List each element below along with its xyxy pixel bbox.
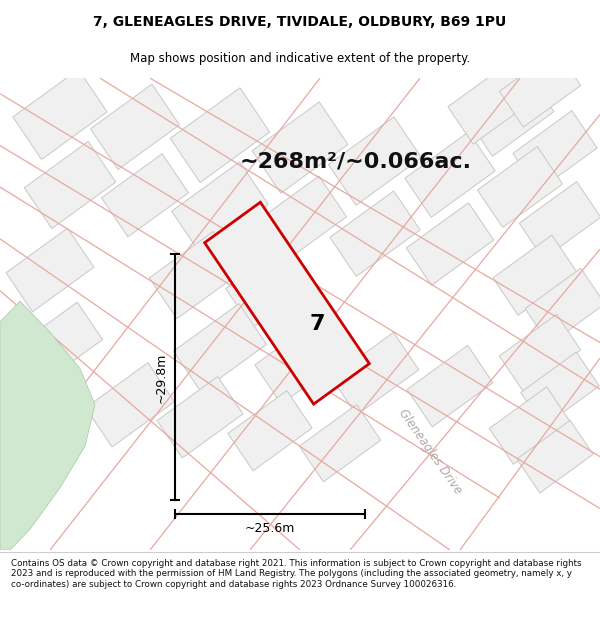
Polygon shape — [149, 232, 241, 319]
Polygon shape — [3, 359, 87, 440]
Text: Gleneagles Drive: Gleneagles Drive — [396, 406, 464, 496]
Polygon shape — [478, 147, 563, 228]
Polygon shape — [513, 111, 597, 191]
Polygon shape — [519, 181, 600, 259]
Polygon shape — [0, 301, 95, 550]
Polygon shape — [86, 362, 175, 447]
Polygon shape — [91, 84, 179, 169]
Text: ~268m²/~0.066ac.: ~268m²/~0.066ac. — [240, 151, 472, 171]
Polygon shape — [157, 376, 243, 458]
Text: 7: 7 — [309, 314, 325, 334]
Polygon shape — [6, 228, 94, 312]
Polygon shape — [253, 176, 347, 264]
Polygon shape — [226, 243, 314, 328]
Polygon shape — [205, 202, 370, 404]
Polygon shape — [228, 391, 312, 471]
Polygon shape — [466, 72, 554, 156]
Polygon shape — [331, 332, 419, 415]
Polygon shape — [17, 302, 103, 383]
Text: Map shows position and indicative extent of the property.: Map shows position and indicative extent… — [130, 52, 470, 65]
Polygon shape — [489, 387, 571, 464]
Text: 7, GLENEAGLES DRIVE, TIVIDALE, OLDBURY, B69 1PU: 7, GLENEAGLES DRIVE, TIVIDALE, OLDBURY, … — [94, 15, 506, 29]
Polygon shape — [499, 50, 581, 127]
Polygon shape — [521, 352, 599, 426]
Polygon shape — [101, 154, 188, 237]
Polygon shape — [330, 191, 420, 276]
Polygon shape — [448, 64, 532, 144]
Text: ~29.8m: ~29.8m — [155, 352, 167, 402]
Polygon shape — [493, 235, 577, 315]
Polygon shape — [255, 319, 345, 404]
Polygon shape — [499, 314, 581, 392]
Polygon shape — [13, 69, 107, 159]
Polygon shape — [517, 421, 593, 493]
Polygon shape — [173, 304, 266, 392]
Polygon shape — [525, 268, 600, 344]
Polygon shape — [405, 132, 495, 218]
Polygon shape — [407, 346, 493, 427]
Text: ~25.6m: ~25.6m — [245, 522, 295, 535]
Polygon shape — [406, 202, 494, 286]
Polygon shape — [172, 162, 268, 254]
Polygon shape — [328, 117, 422, 205]
Polygon shape — [299, 404, 381, 482]
Polygon shape — [170, 88, 270, 182]
Text: Contains OS data © Crown copyright and database right 2021. This information is : Contains OS data © Crown copyright and d… — [11, 559, 581, 589]
Polygon shape — [252, 102, 348, 193]
Polygon shape — [24, 141, 116, 229]
